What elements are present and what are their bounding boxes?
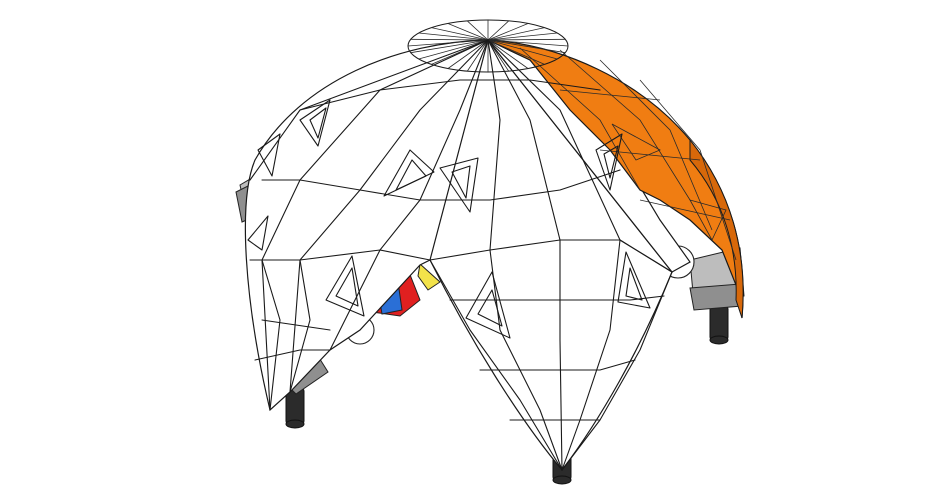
cap-spoke [487,38,566,41]
cap-spoke [487,39,569,47]
cap-spoke [418,32,489,41]
cap-spoke [487,27,545,41]
cap-spoke [418,39,489,60]
geodesic-edges [249,39,673,471]
orange-accent-panel [487,39,744,319]
cap-spoke [407,39,489,47]
vent-upper-left [299,99,331,147]
cap-spoke [410,39,489,54]
vent-lower-center [465,271,511,339]
vent-lower-right [617,251,651,309]
cap-spoke [487,39,510,72]
cap-spoke [431,27,489,41]
vent-windows [247,99,651,339]
vent-left-edge [247,215,269,251]
shell-left-lobe [244,39,489,412]
cap-spoke [487,23,529,41]
vent-mid-right [595,133,623,191]
cap-spoke [466,39,489,72]
vent-mid-left [383,149,435,197]
cap-spoke [487,39,566,54]
cap-spoke [487,39,545,65]
leg-front-left [285,387,305,429]
cap-spoke [447,39,489,69]
cap-spoke [487,32,558,41]
dome-top-cap [407,19,569,73]
cap-spoke [487,39,558,60]
cap-spoke [447,23,489,41]
leg-right [709,305,729,345]
cap-spoke [410,38,489,41]
cap-spoke [487,39,529,69]
cap-spoke [467,20,489,41]
vent-lower-left [325,255,365,317]
vent-mid-center [439,157,479,213]
dome-shell [244,38,691,471]
support-legs [285,305,729,485]
cap-spoke [487,20,509,41]
vent-upper-left-2 [257,133,281,177]
